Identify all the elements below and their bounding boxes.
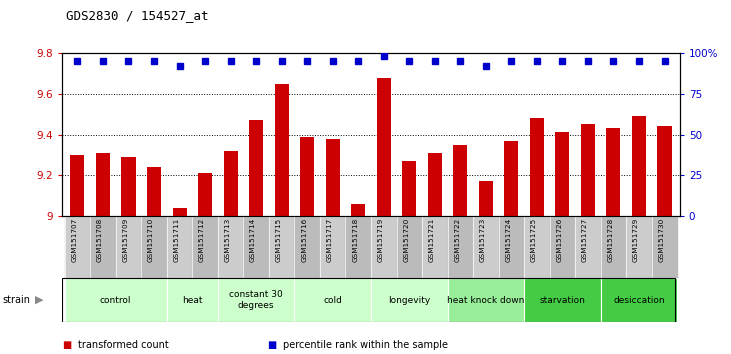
Bar bbox=[371, 278, 447, 322]
Text: GSM151715: GSM151715 bbox=[276, 218, 281, 262]
Bar bbox=[601, 278, 678, 322]
Bar bbox=[141, 216, 167, 278]
Bar bbox=[428, 153, 442, 216]
Bar bbox=[371, 216, 396, 278]
Bar bbox=[447, 278, 524, 322]
Bar bbox=[632, 116, 646, 216]
Text: GSM151720: GSM151720 bbox=[404, 218, 409, 262]
Bar bbox=[300, 137, 314, 216]
Text: GSM151713: GSM151713 bbox=[224, 218, 230, 262]
Bar bbox=[70, 155, 85, 216]
Bar bbox=[479, 181, 493, 216]
Bar bbox=[115, 216, 141, 278]
Text: GSM151729: GSM151729 bbox=[633, 218, 639, 262]
Bar bbox=[295, 216, 320, 278]
Bar bbox=[218, 216, 243, 278]
Bar bbox=[396, 216, 422, 278]
Text: GSM151724: GSM151724 bbox=[505, 218, 512, 262]
Text: desiccation: desiccation bbox=[613, 296, 664, 304]
Bar bbox=[96, 153, 110, 216]
Text: GSM151719: GSM151719 bbox=[378, 218, 384, 262]
Bar bbox=[295, 278, 371, 322]
Text: starvation: starvation bbox=[539, 296, 586, 304]
Bar bbox=[504, 141, 518, 216]
Bar bbox=[167, 216, 192, 278]
Bar bbox=[652, 216, 678, 278]
Bar bbox=[249, 120, 263, 216]
Text: GSM151725: GSM151725 bbox=[531, 218, 537, 262]
Text: GDS2830 / 154527_at: GDS2830 / 154527_at bbox=[66, 9, 208, 22]
Text: GSM151712: GSM151712 bbox=[199, 218, 205, 262]
Text: GSM151716: GSM151716 bbox=[301, 218, 307, 262]
Text: GSM151726: GSM151726 bbox=[556, 218, 562, 262]
Text: control: control bbox=[100, 296, 132, 304]
Text: GSM151711: GSM151711 bbox=[173, 218, 180, 262]
Bar bbox=[218, 278, 295, 322]
Bar bbox=[243, 216, 269, 278]
Bar bbox=[64, 278, 167, 322]
Bar bbox=[320, 216, 346, 278]
Bar bbox=[269, 216, 295, 278]
Bar bbox=[575, 216, 601, 278]
Bar bbox=[581, 124, 595, 216]
Text: constant 30
degrees: constant 30 degrees bbox=[230, 290, 283, 310]
Text: longevity: longevity bbox=[388, 296, 431, 304]
Text: GSM151728: GSM151728 bbox=[607, 218, 613, 262]
Bar bbox=[524, 278, 601, 322]
Bar bbox=[192, 216, 218, 278]
Text: GSM151709: GSM151709 bbox=[123, 218, 129, 262]
Text: GSM151721: GSM151721 bbox=[429, 218, 435, 262]
Text: ■: ■ bbox=[267, 340, 276, 350]
Bar bbox=[224, 151, 238, 216]
Text: GSM151710: GSM151710 bbox=[148, 218, 154, 262]
Text: transformed count: transformed count bbox=[78, 340, 169, 350]
Bar bbox=[422, 216, 447, 278]
Text: GSM151727: GSM151727 bbox=[582, 218, 588, 262]
Bar bbox=[524, 216, 550, 278]
Bar bbox=[173, 208, 186, 216]
Text: GSM151722: GSM151722 bbox=[455, 218, 461, 262]
Bar bbox=[121, 157, 135, 216]
Bar bbox=[376, 78, 391, 216]
Bar bbox=[402, 161, 416, 216]
Text: ▶: ▶ bbox=[35, 295, 44, 305]
Bar bbox=[167, 278, 218, 322]
Bar bbox=[198, 173, 212, 216]
Bar bbox=[351, 204, 366, 216]
Bar bbox=[90, 216, 115, 278]
Text: ■: ■ bbox=[62, 340, 72, 350]
Bar bbox=[447, 216, 473, 278]
Text: GSM151723: GSM151723 bbox=[480, 218, 486, 262]
Text: GSM151707: GSM151707 bbox=[72, 218, 77, 262]
Text: heat: heat bbox=[182, 296, 202, 304]
Text: cold: cold bbox=[323, 296, 342, 304]
Text: GSM151717: GSM151717 bbox=[327, 218, 333, 262]
Bar bbox=[275, 84, 289, 216]
Bar bbox=[626, 216, 652, 278]
Text: strain: strain bbox=[2, 295, 30, 305]
Bar bbox=[473, 216, 499, 278]
Bar bbox=[657, 126, 672, 216]
Bar bbox=[530, 118, 544, 216]
Bar bbox=[601, 216, 626, 278]
Bar bbox=[326, 138, 340, 216]
Bar bbox=[556, 132, 569, 216]
Bar bbox=[607, 129, 621, 216]
Bar bbox=[453, 145, 467, 216]
Bar bbox=[346, 216, 371, 278]
Bar bbox=[147, 167, 161, 216]
Bar bbox=[499, 216, 524, 278]
Text: percentile rank within the sample: percentile rank within the sample bbox=[283, 340, 448, 350]
Text: GSM151718: GSM151718 bbox=[352, 218, 358, 262]
Text: heat knock down: heat knock down bbox=[447, 296, 525, 304]
Text: GSM151708: GSM151708 bbox=[97, 218, 103, 262]
Bar bbox=[64, 216, 90, 278]
Bar bbox=[550, 216, 575, 278]
Text: GSM151730: GSM151730 bbox=[659, 218, 664, 262]
Text: GSM151714: GSM151714 bbox=[250, 218, 256, 262]
